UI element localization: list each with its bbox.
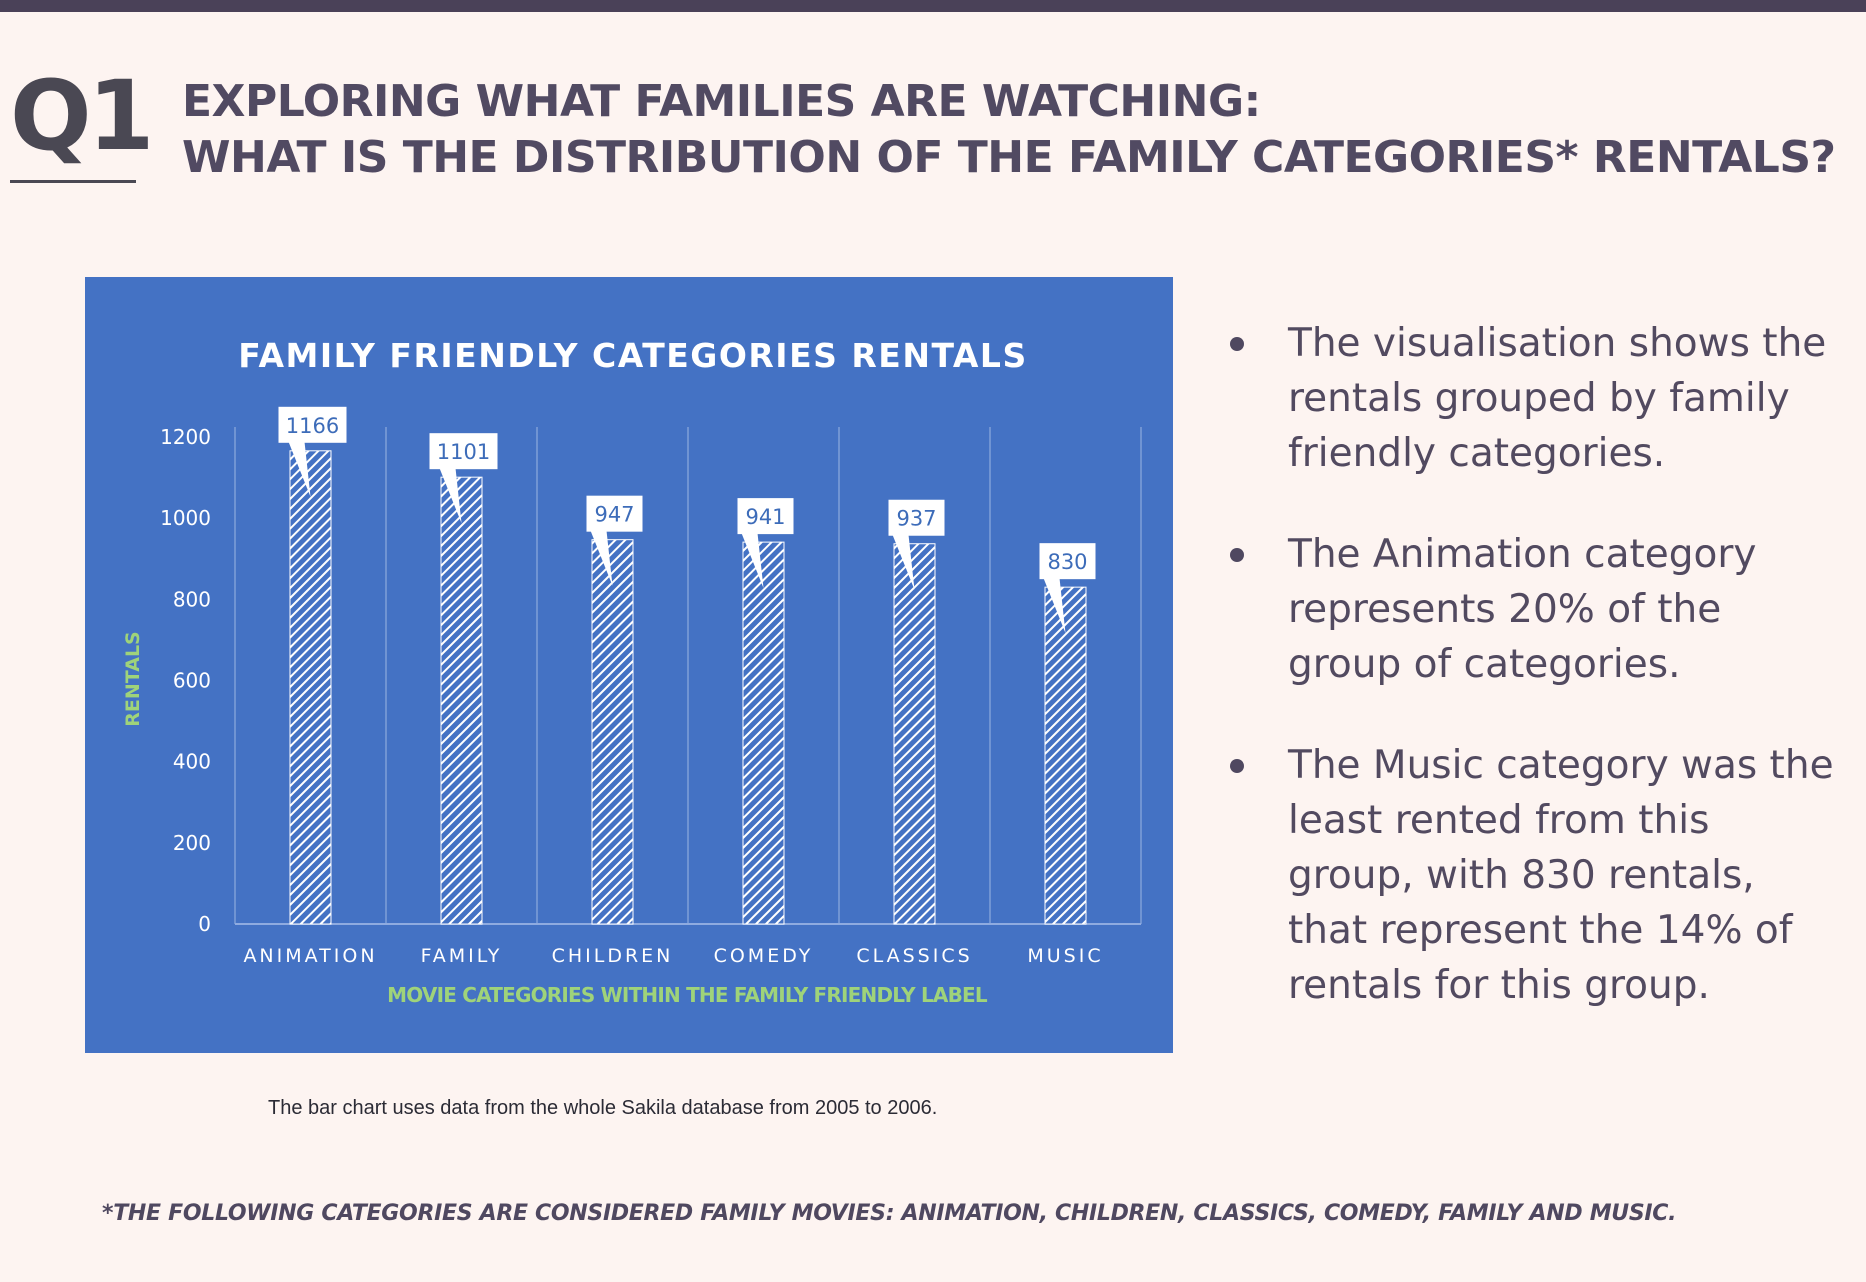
y-tick-label: 400	[173, 750, 211, 774]
bar-comedy	[742, 541, 785, 925]
x-tick-label: CHILDREN	[552, 945, 674, 967]
x-tick-label: FAMILY	[421, 945, 503, 967]
question-badge: Q1	[10, 60, 154, 172]
data-label: 1166	[286, 414, 339, 438]
y-tick-label: 0	[198, 912, 211, 936]
callout-pointer	[590, 530, 613, 586]
data-label: 937	[896, 507, 936, 531]
insight-text: The Music category was the least rented …	[1288, 743, 1834, 1008]
callout-box	[429, 433, 498, 470]
y-tick-label: 600	[173, 669, 211, 693]
callout-pointer	[892, 534, 915, 590]
bar-family	[440, 476, 483, 925]
callout-box	[888, 499, 945, 536]
badge-underline	[10, 180, 136, 183]
chart-caption: The bar chart uses data from the whole S…	[268, 1097, 938, 1119]
insight-text: The Animation category represents 20% of…	[1288, 532, 1757, 687]
chart-title: FAMILY FRIENDLY CATEGORIES RENTALS	[238, 336, 1027, 375]
x-tick-label: COMEDY	[714, 945, 814, 967]
callout-box	[278, 406, 347, 443]
callout-box	[737, 498, 794, 535]
x-tick-label: CLASSICS	[856, 945, 972, 967]
bar-music	[1044, 586, 1087, 925]
callout-pointer	[288, 441, 311, 497]
x-axis-title: MOVIE CATEGORIES WITHIN THE FAMILY FRIEN…	[387, 983, 988, 1007]
y-axis-title: RENTALS	[122, 631, 144, 727]
insight-item: The Music category was the least rented …	[1220, 738, 1840, 1013]
data-label: 1101	[437, 440, 490, 464]
bar-chart: FAMILY FRIENDLY CATEGORIES RENTALS RENTA…	[122, 336, 1142, 1007]
y-tick-label: 800	[173, 587, 211, 611]
x-tick-label: ANIMATION	[243, 945, 377, 967]
callout-pointer	[439, 468, 462, 524]
data-label: 830	[1047, 550, 1087, 574]
insight-item: The visualisation shows the rentals grou…	[1220, 316, 1840, 481]
bullet-dot-icon	[1230, 337, 1244, 351]
top-accent-bar	[0, 0, 1866, 12]
heading-line-2: WHAT IS THE DISTRIBUTION OF THE FAMILY C…	[182, 132, 1836, 183]
callout-box	[1039, 543, 1096, 580]
bullet-dot-icon	[1230, 548, 1244, 562]
x-tick-label: MUSIC	[1027, 945, 1103, 967]
y-tick-label: 200	[173, 831, 211, 855]
data-label: 947	[594, 503, 634, 527]
callout-box	[586, 495, 643, 532]
insight-text: The visualisation shows the rentals grou…	[1288, 321, 1827, 476]
insights-list: The visualisation shows the rentals grou…	[1220, 316, 1840, 1059]
y-tick-label: 1200	[160, 425, 211, 449]
heading-line-1: EXPLORING WHAT FAMILIES ARE WATCHING:	[182, 76, 1261, 127]
chart-panel: FAMILY FRIENDLY CATEGORIES RENTALS RENTA…	[85, 277, 1173, 1053]
data-label: 941	[745, 505, 785, 529]
callout-pointer	[1043, 578, 1066, 634]
bar-classics	[893, 543, 936, 925]
insight-item: The Animation category represents 20% of…	[1220, 527, 1840, 692]
category-footnote: *THE FOLLOWING CATEGORIES ARE CONSIDERED…	[102, 1201, 1677, 1226]
bar-children	[591, 539, 634, 925]
bullet-dot-icon	[1230, 759, 1244, 773]
bar-animation	[289, 450, 332, 925]
callout-pointer	[741, 533, 764, 589]
page-heading: EXPLORING WHAT FAMILIES ARE WATCHING: WH…	[182, 74, 1852, 186]
y-tick-label: 1000	[160, 506, 211, 530]
